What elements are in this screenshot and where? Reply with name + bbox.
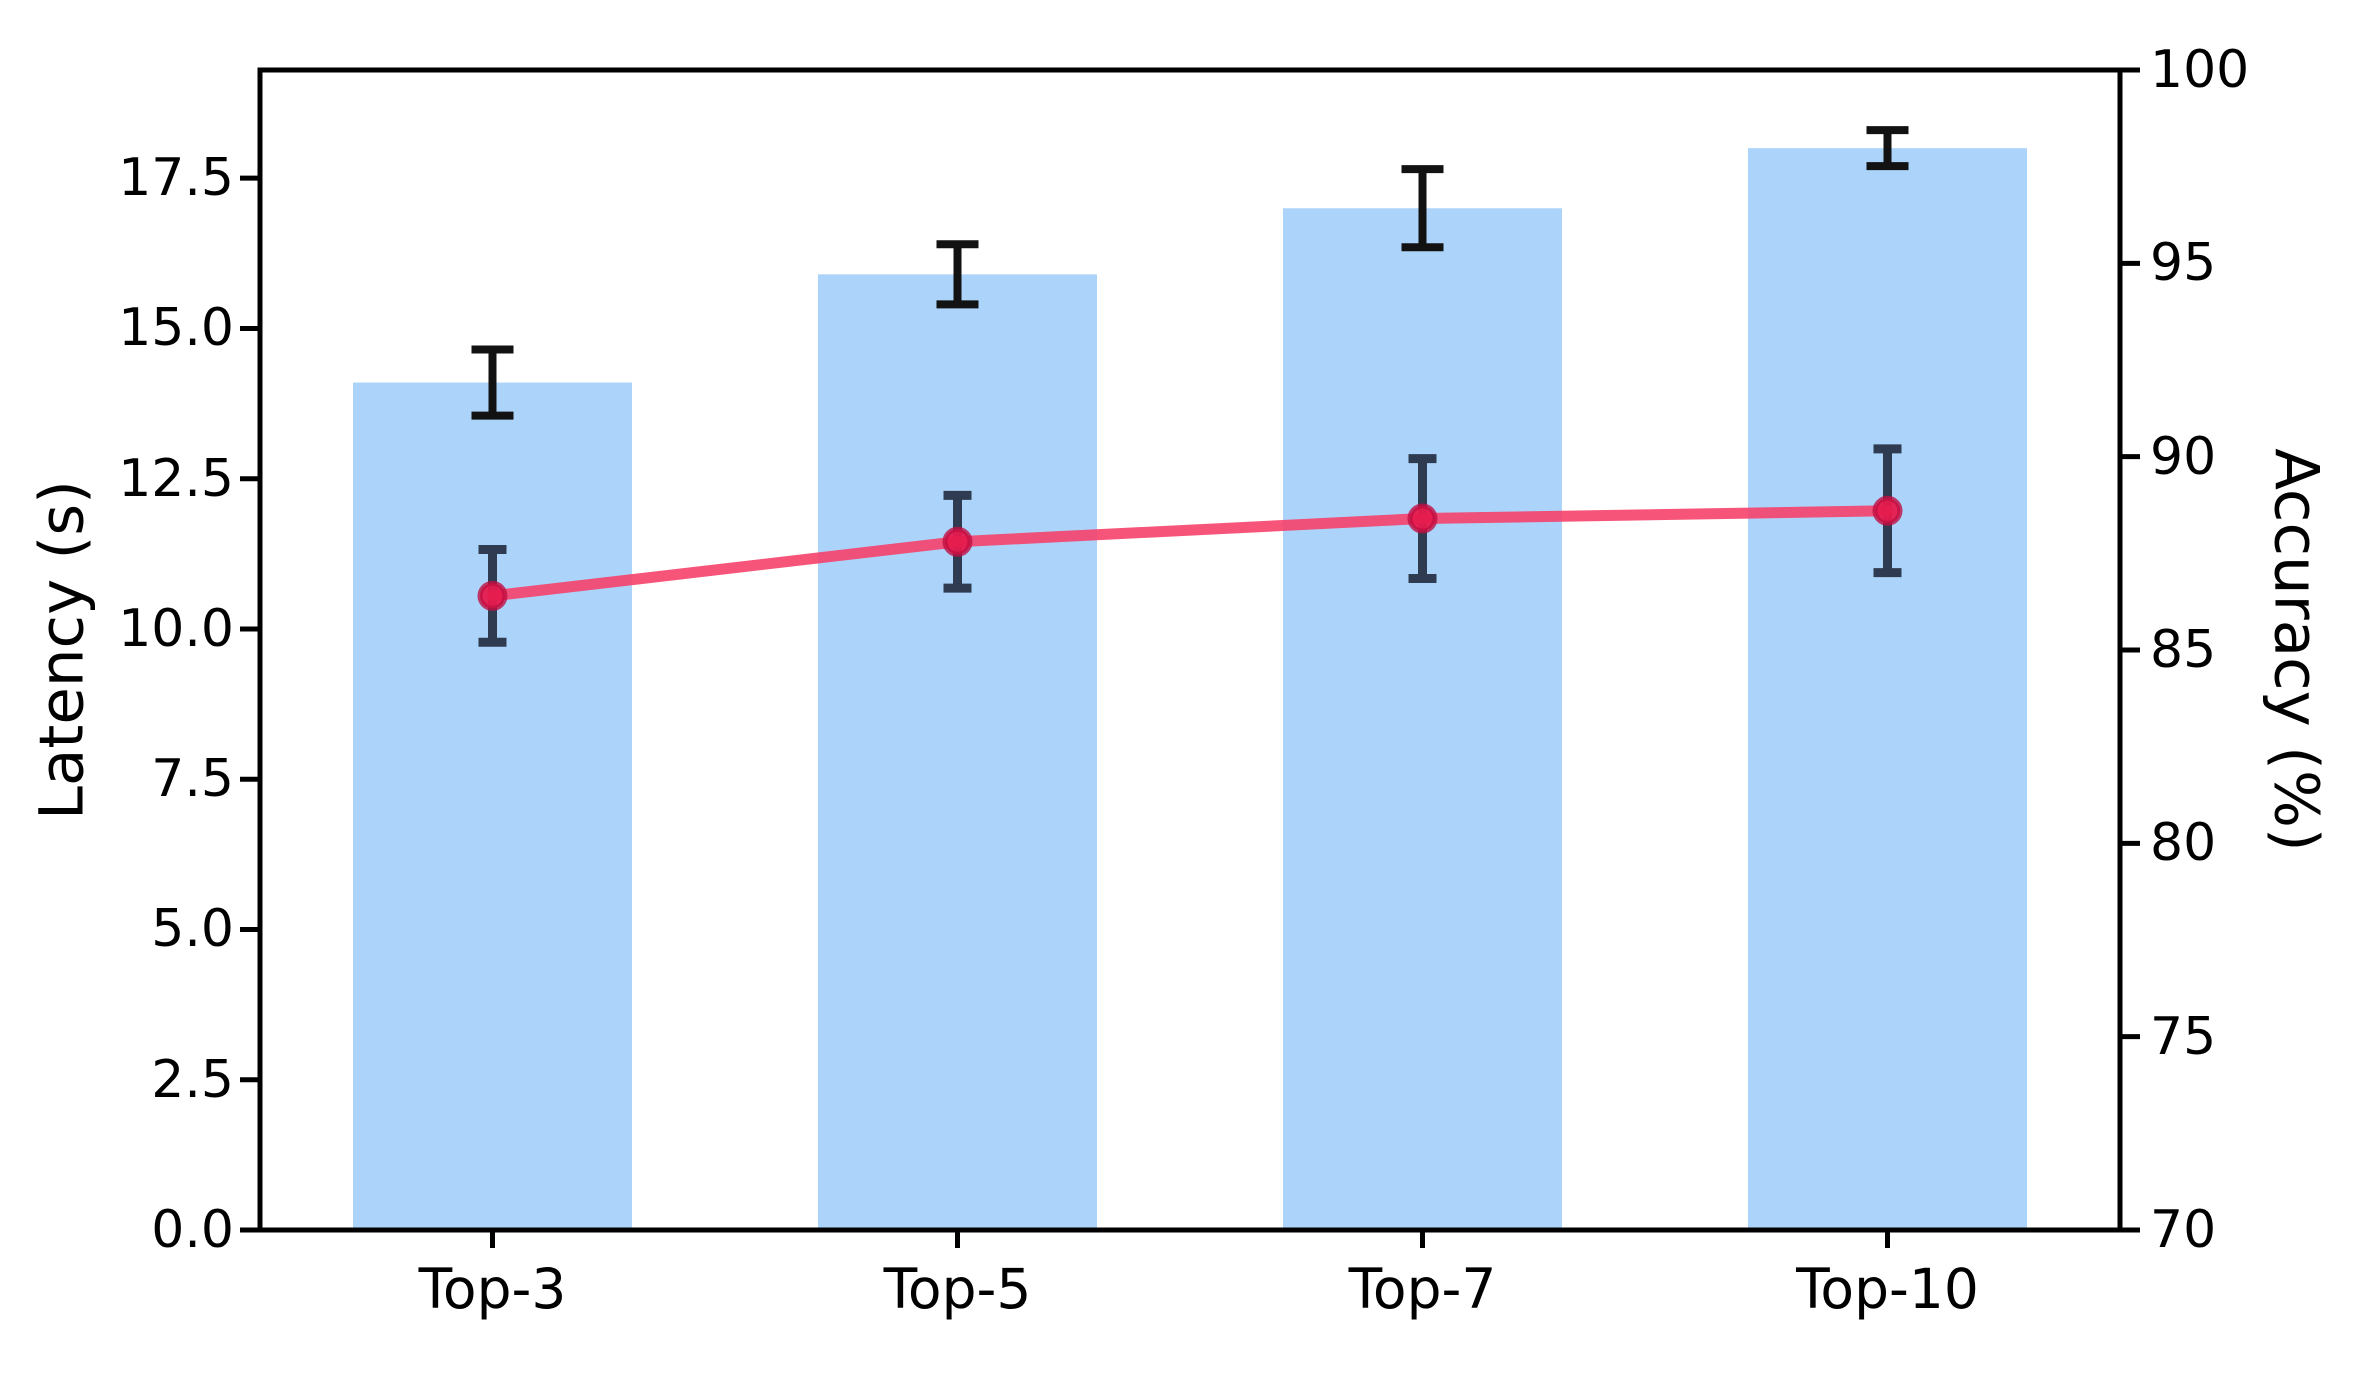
right-tick-label: 95: [2150, 233, 2217, 294]
x-tick-label: Top-10: [1796, 1257, 1979, 1321]
latency-bar: [818, 274, 1097, 1231]
accuracy-marker: [1872, 495, 1903, 526]
left-tick-label: 17.5: [118, 148, 234, 209]
left-tick-label: 7.5: [151, 749, 234, 810]
left-tick-label: 5.0: [151, 899, 234, 960]
right-tick-label: 80: [2150, 813, 2217, 874]
left-tick-label: 0.0: [151, 1200, 234, 1260]
latency-bar: [1283, 208, 1562, 1230]
accuracy-marker: [477, 580, 508, 611]
accuracy-marker: [1407, 503, 1438, 534]
left-tick-label: 2.5: [151, 1049, 234, 1110]
latency-bar: [353, 382, 632, 1231]
accuracy-line: [487, 505, 1893, 602]
left-tick-label: 12.5: [118, 448, 234, 509]
x-tick-label: Top-7: [1348, 1257, 1497, 1321]
x-tick-label: Top-5: [883, 1257, 1032, 1321]
x-tick-label: Top-3: [418, 1257, 567, 1321]
accuracy-marker: [942, 526, 973, 557]
right-tick-label: 90: [2150, 426, 2217, 487]
right-tick-label: 85: [2150, 620, 2217, 680]
left-tick-label: 10.0: [118, 598, 234, 659]
right-tick-label: 75: [2150, 1006, 2217, 1067]
right-tick-label: 100: [2150, 40, 2250, 100]
latency-bar: [1748, 148, 2027, 1230]
left-tick-label: 15.0: [118, 298, 234, 359]
right-tick-label: 70: [2150, 1200, 2217, 1260]
